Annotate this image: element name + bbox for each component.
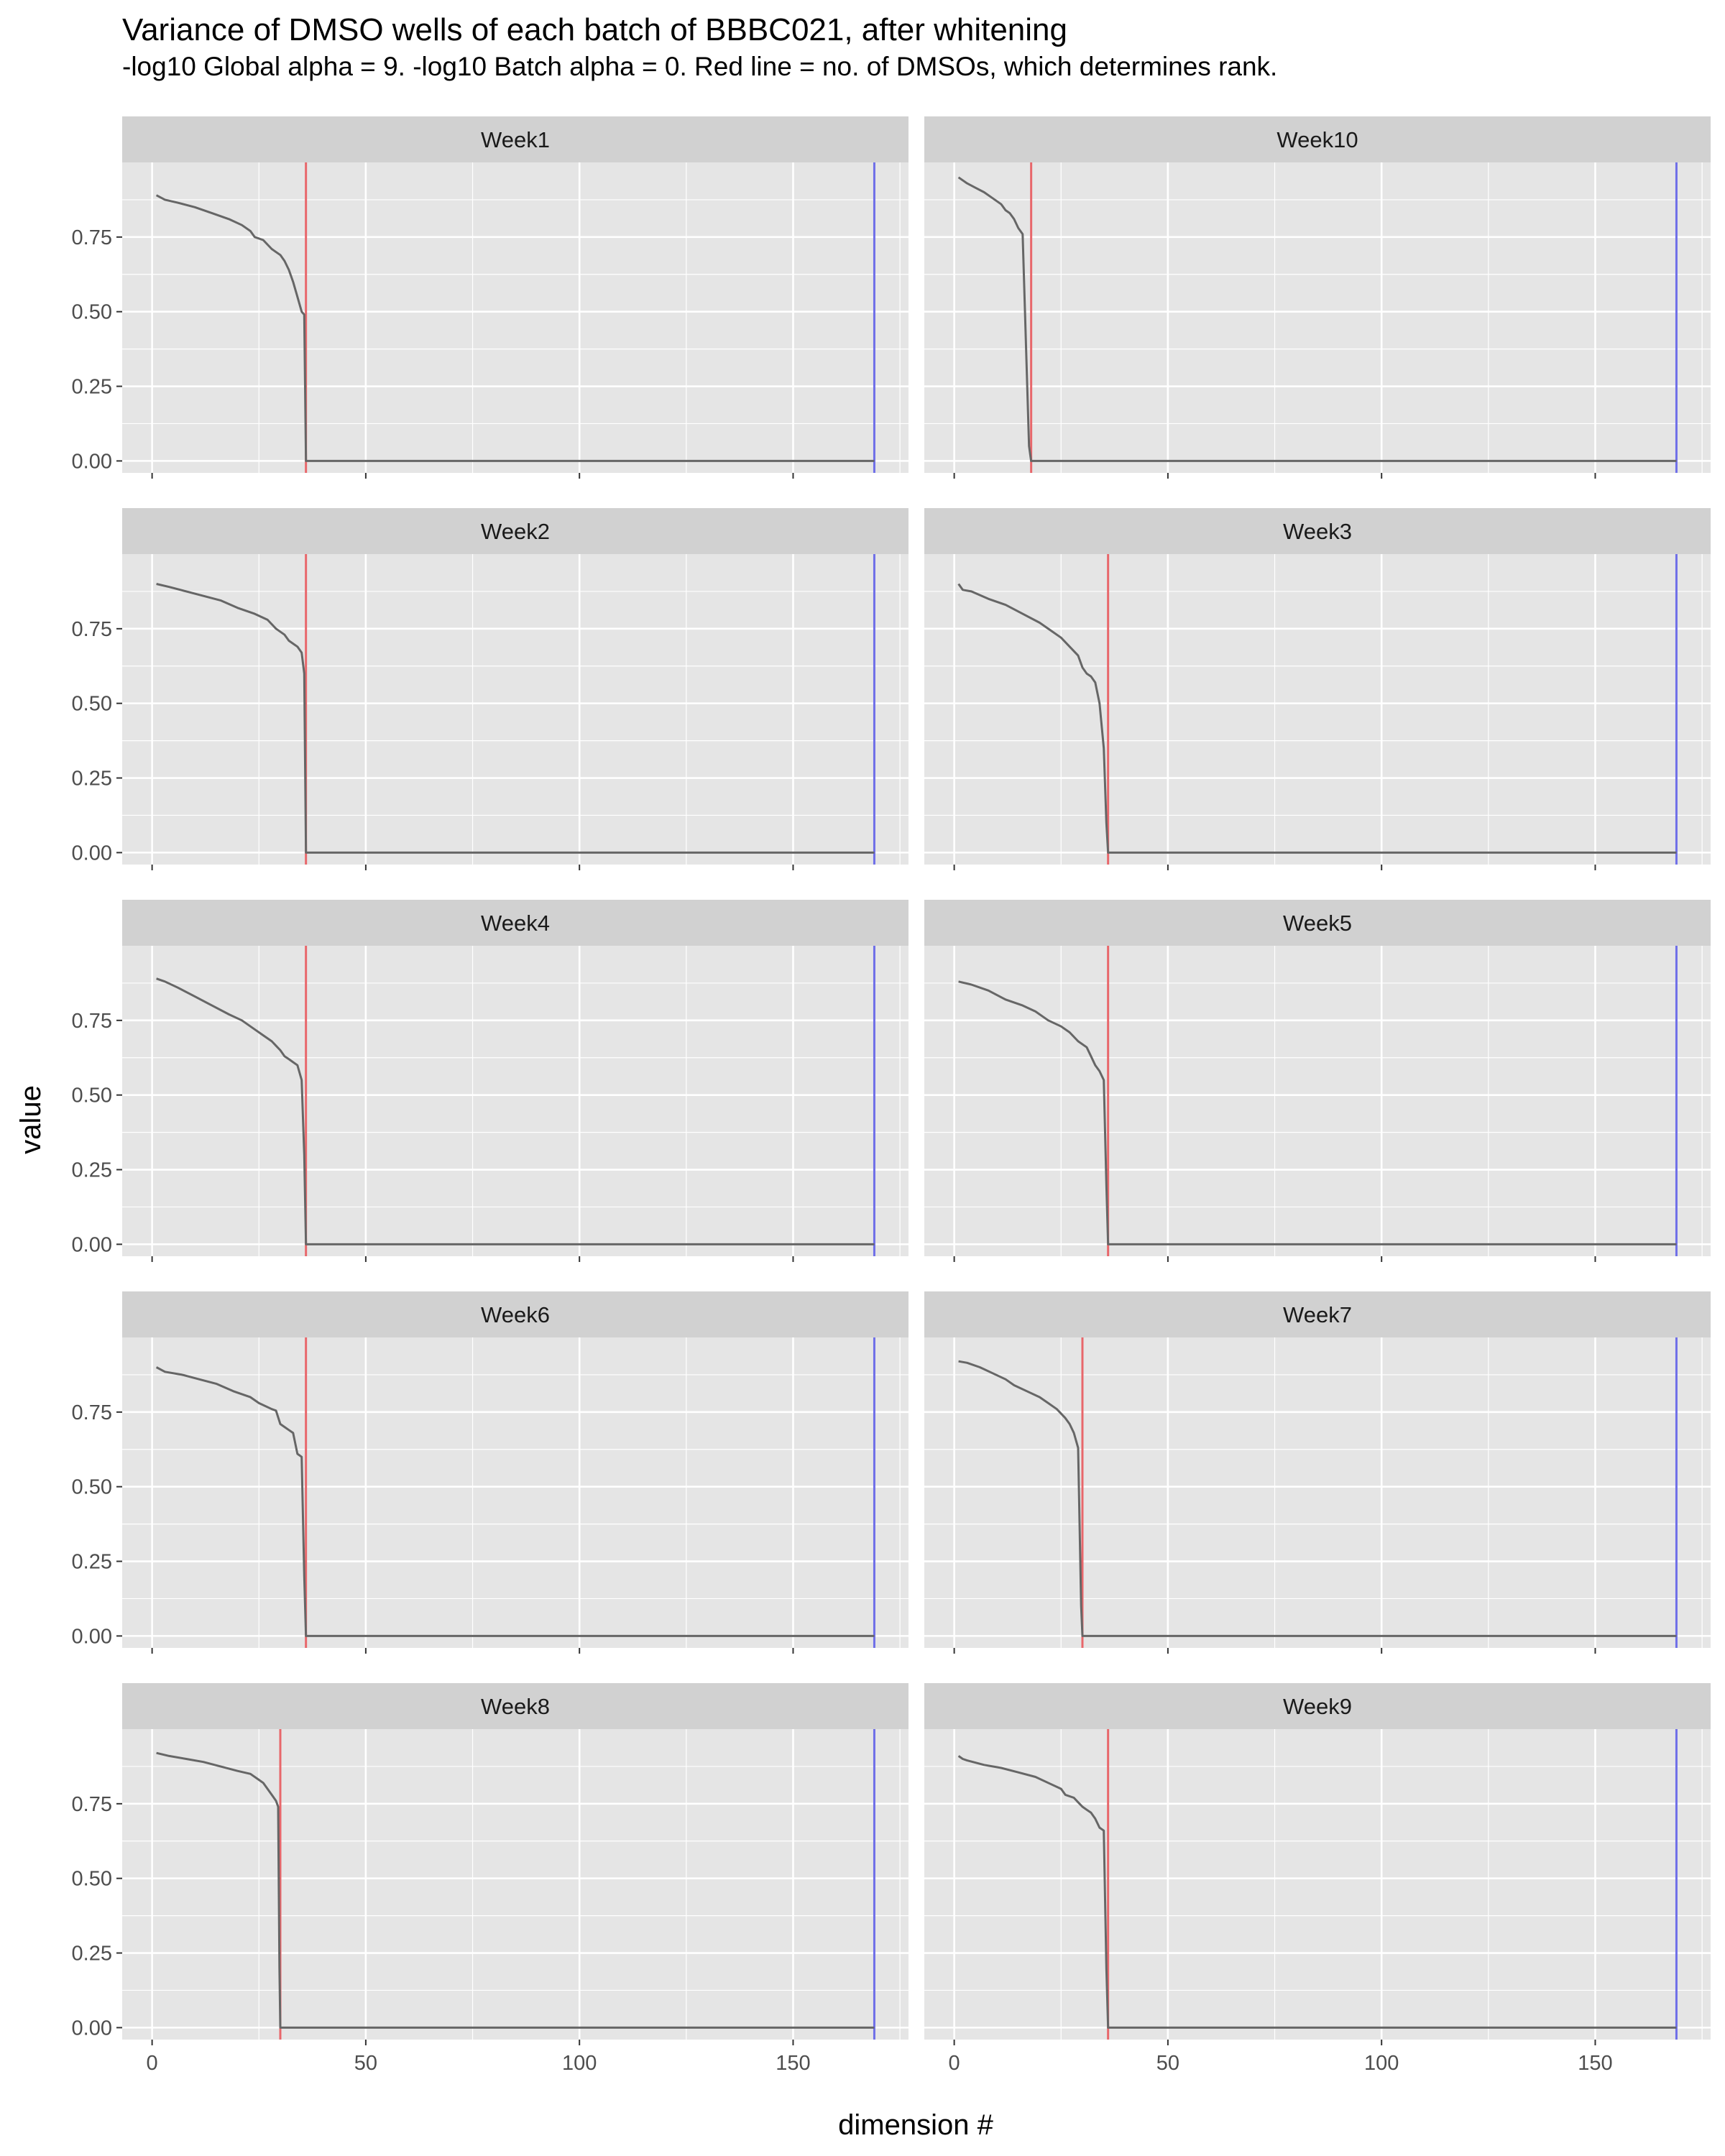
y-tick-label: 0.00: [72, 842, 112, 865]
facet-panel: Week9 0 50 100 150: [924, 1683, 1711, 2075]
y-axis-label: value: [15, 1085, 47, 1154]
facet-strip: [122, 900, 908, 946]
panel-background: [122, 1337, 908, 1648]
x-tick-label: 0: [949, 2052, 960, 2075]
facet-panel: Week3: [924, 508, 1711, 870]
facet-label: Week5: [1283, 911, 1352, 936]
facet-panel: Week10: [924, 116, 1711, 479]
y-tick-label: 0.75: [72, 1010, 112, 1033]
y-tick-label: 0.00: [72, 450, 112, 473]
variance-curve: [156, 583, 875, 854]
facet-strip: [122, 1683, 908, 1729]
y-tick-label: 0.75: [72, 618, 112, 641]
y-tick-label: 0.75: [72, 1793, 112, 1816]
x-tick-label: 50: [354, 2052, 377, 2075]
variance-curve: [958, 980, 1677, 1245]
y-tick-label: 0.75: [72, 226, 112, 249]
variance-curve: [957, 176, 1677, 462]
facet-label: Week4: [481, 911, 550, 936]
facet-strip: [924, 1683, 1711, 1729]
facet-label: Week1: [481, 127, 550, 152]
facet-grid: Week1 0.00 0.25 0.50 0.75 Week10 Week2 0.00 0.25…: [72, 116, 1711, 2075]
panel-background: [122, 1729, 908, 2040]
facet-strip: [924, 508, 1711, 554]
y-tick-label: 0.00: [72, 1233, 112, 1256]
title-block: Variance of DMSO wells of each batch of …: [122, 10, 1277, 83]
facet-panel: Week6 0.00 0.25 0.50 0.75: [72, 1291, 908, 1654]
facet-label: Week9: [1283, 1694, 1352, 1719]
facet-panel: Week7: [924, 1291, 1711, 1654]
variance-curve: [156, 977, 875, 1245]
chart-subtitle: -log10 Global alpha = 9. -log10 Batch al…: [122, 52, 1278, 81]
facet-strip: [924, 1291, 1711, 1337]
y-tick-label: 0.50: [72, 693, 112, 716]
facet-strip: [122, 508, 908, 554]
facet-panel: Week2 0.00 0.25 0.50 0.75: [72, 508, 908, 870]
x-axis-label: dimension #: [838, 2109, 993, 2141]
variance-curve: [957, 583, 1677, 854]
x-tick-label: 50: [1156, 2052, 1179, 2075]
facet-label: Week3: [1283, 519, 1352, 544]
y-tick-label: 0.25: [72, 376, 112, 399]
facet-panel: Week8 0.00 0.25 0.50 0.75 0 50 100 150: [72, 1683, 908, 2075]
y-tick-label: 0.50: [72, 1476, 112, 1499]
y-tick-label: 0.25: [72, 1551, 112, 1574]
y-tick-label: 0.25: [72, 1159, 112, 1182]
panel-background: [924, 1729, 1711, 2040]
facet-panel: Week5: [924, 900, 1711, 1262]
panel-background: [122, 554, 908, 865]
x-tick-label: 100: [562, 2052, 597, 2075]
panel-background: [122, 946, 908, 1256]
facet-panel: Week4 0.00 0.25 0.50 0.75: [72, 900, 908, 1262]
facet-strip: [924, 116, 1711, 162]
y-tick-label: 0.25: [72, 768, 112, 791]
y-tick-label: 0.50: [72, 1868, 112, 1891]
facet-label: Week8: [481, 1694, 550, 1719]
y-tick-label: 0.50: [72, 1084, 112, 1107]
panel-background: [924, 946, 1711, 1256]
panel-background: [924, 1337, 1711, 1648]
y-tick-label: 0.00: [72, 2017, 112, 2040]
y-tick-label: 0.75: [72, 1401, 112, 1424]
x-tick-label: 0: [147, 2052, 158, 2075]
facet-label: Week10: [1276, 127, 1358, 152]
facet-strip: [924, 900, 1711, 946]
x-tick-label: 150: [776, 2052, 810, 2075]
chart-title: Variance of DMSO wells of each batch of …: [122, 12, 1067, 47]
y-tick-label: 0.50: [72, 301, 112, 324]
variance-curve: [156, 1751, 875, 2029]
y-tick-label: 0.00: [72, 1625, 112, 1648]
facet-label: Week2: [481, 519, 550, 544]
variance-curve: [155, 1366, 875, 1637]
facet-strip: [122, 1291, 908, 1337]
facet-strip: [122, 116, 908, 162]
panel-background: [924, 554, 1711, 865]
facet-label: Week6: [481, 1302, 550, 1327]
variance-curve: [957, 1755, 1677, 2029]
panel-background: [924, 162, 1711, 473]
y-tick-label: 0.25: [72, 1943, 112, 1966]
variance-curve: [155, 194, 875, 462]
panel-background: [122, 162, 908, 473]
x-tick-label: 150: [1578, 2052, 1612, 2075]
facet-label: Week7: [1283, 1302, 1352, 1327]
x-tick-label: 100: [1364, 2052, 1399, 2075]
variance-curve: [958, 1360, 1677, 1637]
facet-panel: Week1 0.00 0.25 0.50 0.75: [72, 116, 908, 479]
